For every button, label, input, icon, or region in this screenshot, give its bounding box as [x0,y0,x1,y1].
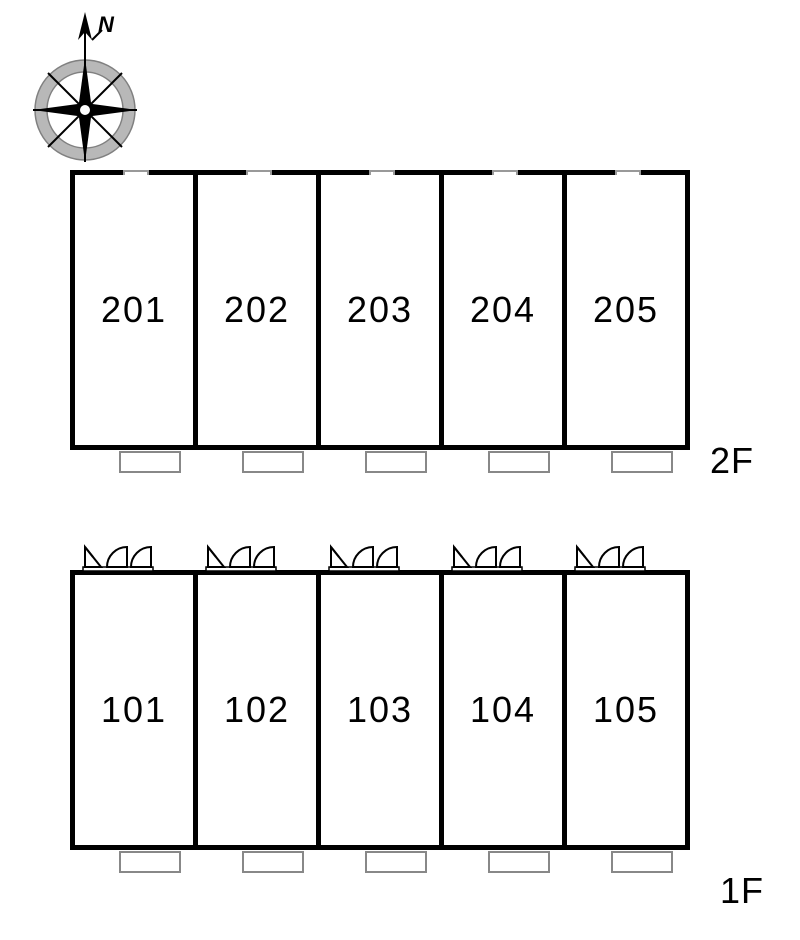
unit-label: 204 [470,289,536,331]
unit-label: 202 [224,289,290,331]
compass: N [30,10,140,170]
unit-202: 202 [198,175,321,445]
awning [575,545,645,571]
balcony [242,851,304,873]
awning [83,545,153,571]
floor-1-label: 1F [720,870,764,912]
unit-203: 203 [321,175,444,445]
balcony [488,451,550,473]
balcony [119,851,181,873]
floor-1: 101 102 [70,570,690,850]
floor-2-label: 2F [710,440,754,482]
unit-label: 203 [347,289,413,331]
awning [329,545,399,571]
top-notch [615,170,641,175]
top-notch [492,170,518,175]
top-notch [246,170,272,175]
unit-105: 105 [567,575,685,845]
unit-label: 104 [470,689,536,731]
awning [206,545,276,571]
unit-label: 105 [593,689,659,731]
balcony [365,451,427,473]
floor-2: 201 202 203 204 205 [70,170,690,450]
unit-label: 201 [101,289,167,331]
unit-label: 102 [224,689,290,731]
top-notch [369,170,395,175]
floor-2-box: 201 202 203 204 205 [70,170,690,450]
unit-104: 104 [444,575,567,845]
balcony [611,451,673,473]
compass-n-label: N [98,12,115,37]
balcony [611,851,673,873]
awning [452,545,522,571]
unit-204: 204 [444,175,567,445]
floor-1-box: 101 102 [70,570,690,850]
balcony [365,851,427,873]
unit-103: 103 [321,575,444,845]
unit-101: 101 [75,575,198,845]
unit-label: 103 [347,689,413,731]
unit-102: 102 [198,575,321,845]
balcony [119,451,181,473]
unit-label: 101 [101,689,167,731]
balcony [488,851,550,873]
unit-201: 201 [75,175,198,445]
top-notch [123,170,149,175]
unit-205: 205 [567,175,685,445]
balcony [242,451,304,473]
unit-label: 205 [593,289,659,331]
